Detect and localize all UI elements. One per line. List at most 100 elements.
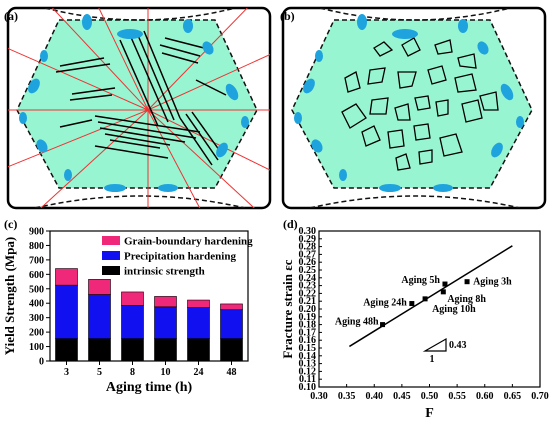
panel-b-grain — [291, 19, 533, 189]
bar-segment — [187, 299, 210, 308]
y-tick-label: 0.28 — [299, 242, 317, 253]
x-tick-label: 0.35 — [338, 391, 356, 402]
bar-segment — [121, 305, 144, 339]
panel-d-label: (d) — [283, 217, 298, 231]
point-label: Aging 3h — [473, 277, 512, 288]
x-tick-label: 0.45 — [393, 391, 411, 402]
x-tick-label: 24 — [194, 367, 204, 378]
bar-segment — [55, 338, 78, 362]
bar-segment — [88, 279, 111, 295]
panel-b-label: (b) — [280, 9, 295, 23]
y-tick-label: 0.11 — [299, 374, 316, 385]
panel-b-boundary-particles — [294, 14, 524, 192]
y-tick-label: 0 — [39, 357, 44, 368]
y-tick-label: 0.12 — [299, 366, 317, 377]
y-axis-label: Fracture strain εc — [280, 259, 295, 358]
y-tick-label: 0.23 — [299, 281, 317, 292]
x-tick-label: 0.60 — [476, 391, 494, 402]
y-tick-label: 800 — [29, 241, 44, 252]
panel-b: (b) — [280, 6, 547, 210]
x-tick-label: 5 — [97, 367, 102, 378]
y-tick-label: 0.17 — [299, 327, 317, 338]
panel-a-lower-boundary — [34, 195, 246, 208]
bar-segment — [220, 303, 243, 311]
y-tick-label: 0.13 — [299, 359, 317, 370]
legend-swatch — [102, 236, 120, 245]
data-point — [380, 322, 386, 328]
plot-frame — [49, 230, 249, 362]
point-label: Aging 48h — [335, 317, 379, 328]
slope-triangle — [422, 337, 447, 352]
point-label: Aging 24h — [363, 298, 407, 309]
legend-swatch — [102, 251, 120, 260]
panel-a-boundary-particles — [19, 14, 249, 192]
point-label: Aging 5h — [401, 275, 440, 286]
y-tick-label: 500 — [29, 284, 44, 295]
panel-c-label: (c) — [4, 217, 17, 231]
legend-swatch — [102, 266, 120, 275]
panel-b-upper-boundary — [319, 8, 511, 21]
bar-segment — [121, 291, 144, 306]
bar-segment — [220, 309, 243, 339]
x-tick-label: 0.65 — [504, 391, 522, 402]
y-tick-label: 0.27 — [299, 249, 317, 260]
y-tick-label: 700 — [29, 255, 44, 266]
point-label: Aging 10h — [432, 304, 476, 315]
point-label: Aging 8h — [447, 294, 486, 305]
y-tick-label: 0.21 — [299, 296, 317, 307]
y-tick-label: 0.30 — [299, 226, 317, 237]
slope-run-label: 1 — [430, 354, 435, 365]
y-tick-label: 0.22 — [299, 288, 317, 299]
bar-segment — [220, 338, 243, 362]
x-tick-label: 0.55 — [448, 391, 466, 402]
bar-segment — [121, 338, 144, 362]
y-tick-label: 900 — [29, 227, 44, 238]
bar-segment — [187, 307, 210, 339]
panel-a-precipitates — [55, 30, 227, 166]
bar-segment — [55, 268, 78, 286]
y-tick-label: 0.20 — [299, 304, 317, 315]
y-tick-label: 0.14 — [299, 351, 317, 362]
y-tick-label: 0.24 — [299, 273, 317, 284]
panel-a-slip-lines — [8, 8, 270, 208]
fit-line — [348, 245, 513, 348]
legend-entry: intrinsic strength — [124, 266, 205, 278]
bar-segment — [88, 338, 111, 362]
x-axis-label: Aging time (h) — [106, 380, 193, 395]
x-tick-label: 8 — [130, 367, 135, 378]
bar-segment — [187, 338, 210, 362]
bar-segment — [88, 294, 111, 339]
y-tick-label: 200 — [29, 328, 44, 339]
x-tick-label: 0.50 — [421, 391, 439, 402]
y-tick-label: 0.29 — [299, 234, 317, 245]
y-tick-label: 0.18 — [299, 320, 317, 331]
bar-segment — [154, 306, 177, 339]
y-axis-label: Yield Strength (Mpa) — [2, 237, 17, 355]
panel-b-precipitates — [341, 37, 499, 171]
y-tick-label: 300 — [29, 313, 44, 324]
bar-segment — [55, 284, 78, 339]
bar-segment — [154, 338, 177, 362]
y-tick-label: 0.19 — [299, 312, 317, 323]
x-tick-label: 0.30 — [310, 391, 328, 402]
x-tick-label: 10 — [161, 367, 171, 378]
bar-chart: (c) 3 5 8 10 24 48 0 100 200 300 400 500 600 700 800 90… — [2, 217, 253, 395]
data-point — [440, 289, 446, 295]
y-tick-label: 0.25 — [299, 265, 317, 276]
data-point — [464, 279, 470, 285]
y-tick-label: 100 — [29, 342, 44, 353]
data-point — [442, 281, 448, 287]
data-point — [409, 301, 415, 307]
data-point — [422, 296, 428, 302]
y-tick-label: 0.10 — [299, 382, 317, 393]
x-tick-label: 3 — [64, 367, 69, 378]
y-tick-label: 0.26 — [299, 257, 317, 268]
panel-b-lower-boundary — [309, 195, 521, 208]
x-axis-label: F — [425, 406, 434, 421]
legend-entry: Precipitation hardening — [124, 251, 236, 263]
x-tick-label: 0.70 — [531, 391, 549, 402]
y-tick-label: 0.16 — [299, 335, 317, 346]
panel-a: (a) — [4, 6, 272, 210]
x-tick-label: 0.40 — [366, 391, 384, 402]
